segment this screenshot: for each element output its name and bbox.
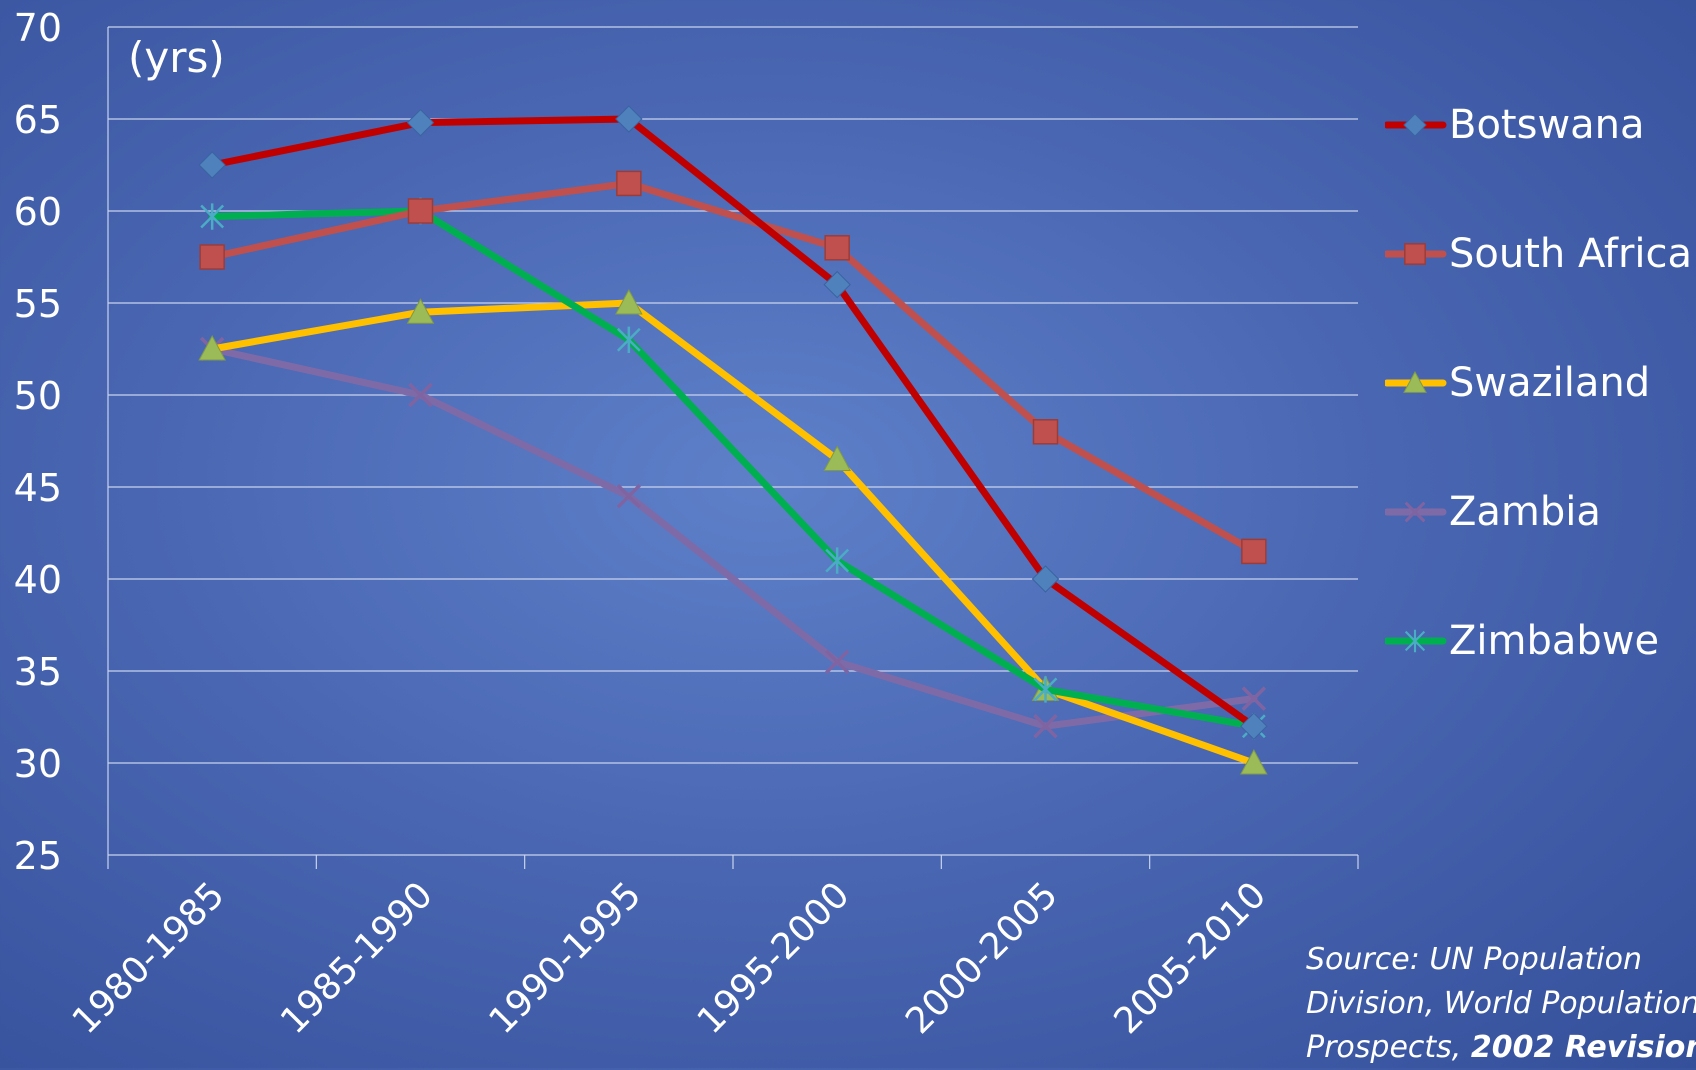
data-point-south-africa-2000-2005 — [1032, 419, 1059, 445]
legend-swatch-zimbabwe — [1385, 629, 1447, 653]
data-point-zimbabwe-2000-2005 — [1033, 676, 1058, 703]
series-botswana — [198, 105, 1268, 740]
legend-swatch-south-africa — [1385, 243, 1447, 265]
data-point-swaziland-2005-2010 — [1239, 748, 1268, 775]
legend-label-zimbabwe: Zimbabwe — [1449, 618, 1660, 664]
data-point-zambia-2000-2005 — [1033, 713, 1058, 739]
y-tick-label: 60 — [14, 190, 62, 234]
x-tick-label-1995-2000: 1995-2000 — [690, 874, 858, 1042]
series-line-zambia — [208, 345, 1258, 730]
y-tick-label: 35 — [14, 650, 62, 694]
data-point-zambia-1990-1995 — [616, 483, 642, 509]
legend-marker-south-africa — [1404, 243, 1426, 265]
source-line-3: Prospects, 2002 Revision — [1306, 1026, 1696, 1070]
legend-marker-botswana — [1403, 113, 1427, 137]
data-point-south-africa-1980-1985 — [199, 244, 225, 270]
data-point-botswana-2000-2005 — [1031, 565, 1060, 593]
data-point-botswana-1995-2000 — [823, 270, 851, 299]
legend-item-swaziland: Swaziland — [1385, 358, 1685, 408]
series-line-zimbabwe — [208, 207, 1258, 730]
series-line-south-africa — [208, 179, 1258, 555]
source-revision: 2002 Revision — [1470, 1030, 1696, 1065]
series-line-swaziland — [208, 299, 1258, 767]
data-point-zimbabwe-1980-1985 — [200, 203, 225, 230]
series-zambia — [199, 336, 1267, 739]
y-tick-label: 65 — [14, 98, 62, 142]
legend-label-zambia: Zambia — [1449, 489, 1601, 535]
data-point-zambia-1985-1990 — [408, 382, 433, 408]
legend-swatch-zambia — [1385, 501, 1447, 523]
source-line-1: Source: UN Population — [1306, 942, 1642, 977]
legend-item-south-africa: South Africa — [1385, 229, 1692, 279]
source-line-3-prefix: Prospects, — [1306, 1030, 1471, 1065]
series-line-botswana — [208, 115, 1258, 730]
legend-marker-zimbabwe — [1404, 629, 1426, 653]
data-point-south-africa-1990-1995 — [616, 170, 642, 197]
data-point-swaziland-1990-1995 — [614, 288, 643, 315]
source-note: Source: UN Population Division, World Po… — [1306, 938, 1696, 1070]
y-tick-label: 25 — [14, 834, 62, 878]
data-point-botswana-1980-1985 — [198, 151, 226, 179]
data-point-zambia-1995-2000 — [824, 649, 850, 675]
data-point-zambia-2005-2010 — [1241, 686, 1267, 711]
data-point-swaziland-1980-1985 — [198, 334, 227, 361]
data-point-swaziland-1995-2000 — [823, 445, 852, 471]
y-tick-label: 40 — [14, 558, 62, 602]
data-point-south-africa-1995-2000 — [824, 235, 850, 261]
x-tick-label-1990-1995: 1990-1995 — [481, 874, 649, 1042]
data-point-botswana-2005-2010 — [1240, 712, 1268, 740]
legend-item-botswana: Botswana — [1385, 100, 1685, 150]
x-tick-label-1980-1985: 1980-1985 — [65, 874, 233, 1042]
y-axis-label: (yrs) — [128, 33, 225, 82]
y-tick-label: 70 — [14, 6, 62, 50]
legend-label-south-africa: South Africa — [1449, 231, 1693, 277]
legend-swatch-botswana — [1385, 113, 1447, 137]
data-point-zimbabwe-1990-1995 — [616, 326, 641, 353]
x-tick-label-2000-2005: 2000-2005 — [898, 874, 1066, 1042]
legend-marker-zambia — [1404, 501, 1426, 523]
series-south-africa — [199, 170, 1267, 565]
data-point-south-africa-1985-1990 — [407, 198, 434, 224]
legend-item-zimbabwe: Zimbabwe — [1385, 616, 1685, 666]
legend-label-botswana: Botswana — [1449, 102, 1645, 148]
legend-label-swaziland: Swaziland — [1449, 360, 1651, 406]
legend-marker-swaziland — [1403, 370, 1427, 393]
data-point-botswana-1990-1995 — [615, 105, 643, 133]
legend-item-zambia: Zambia — [1385, 487, 1685, 537]
x-tick-label-1985-1990: 1985-1990 — [273, 874, 441, 1042]
data-point-botswana-1985-1990 — [406, 108, 435, 137]
y-tick-label: 45 — [14, 466, 62, 510]
data-point-south-africa-2005-2010 — [1241, 538, 1267, 565]
data-point-zimbabwe-1995-2000 — [825, 547, 850, 574]
y-tick-label: 50 — [14, 374, 62, 418]
y-tick-label: 55 — [14, 282, 62, 326]
x-tick-label-2005-2010: 2005-2010 — [1106, 874, 1274, 1042]
y-tick-label: 30 — [14, 742, 62, 786]
legend-swatch-swaziland — [1385, 370, 1447, 393]
source-line-2: Division, World Population — [1306, 986, 1696, 1021]
data-point-swaziland-1985-1990 — [406, 298, 435, 324]
